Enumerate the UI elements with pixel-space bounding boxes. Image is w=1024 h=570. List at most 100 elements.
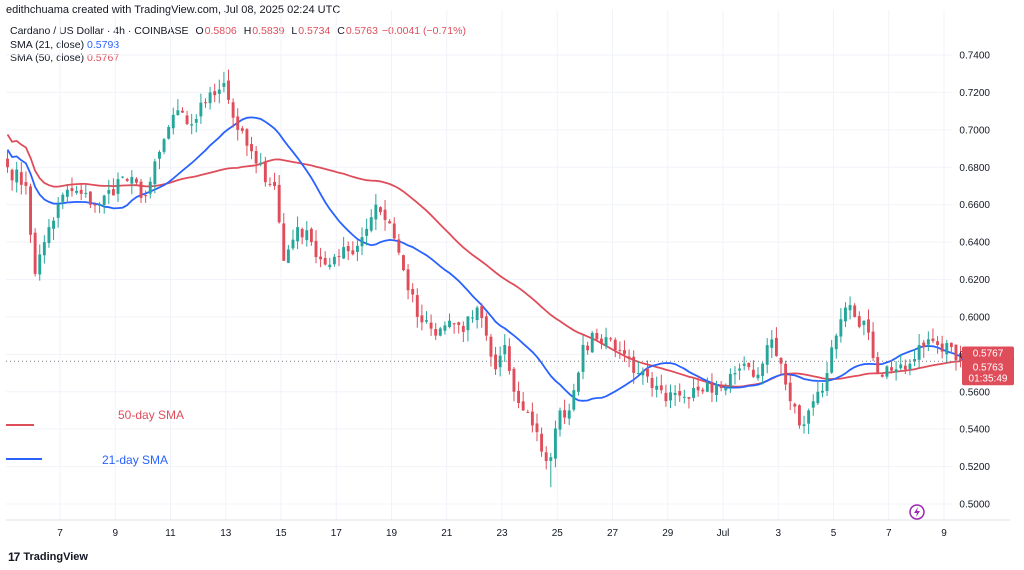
- candle-body: [38, 254, 42, 275]
- time-tick-label: 25: [552, 528, 564, 539]
- candle-body: [420, 315, 424, 323]
- countdown-text: 01:35:49: [969, 373, 1008, 384]
- candle-body: [415, 295, 419, 317]
- candle-body: [908, 363, 912, 369]
- candle-body: [880, 374, 884, 377]
- candle-body: [876, 357, 880, 373]
- candle-body: [52, 220, 56, 229]
- candle-body: [922, 342, 926, 348]
- candle-body: [949, 342, 953, 347]
- time-tick-label: 29: [662, 528, 674, 539]
- candle-body: [867, 319, 870, 333]
- candle-body: [208, 92, 212, 104]
- candle-body: [240, 128, 244, 131]
- candle-body: [696, 386, 700, 391]
- candle-body: [503, 344, 507, 355]
- candle-body: [931, 338, 935, 342]
- candle-body: [75, 190, 79, 193]
- candle-body: [779, 357, 783, 364]
- candle-body: [719, 384, 723, 389]
- time-tick-label: 7: [57, 528, 63, 539]
- annotations: 50-day SMA 21-day SMA: [6, 408, 925, 520]
- tradingview-footer[interactable]: 17 TradingView: [8, 550, 88, 564]
- time-tick-label: 23: [496, 528, 508, 539]
- candle-body: [277, 184, 281, 223]
- candle-body: [282, 223, 286, 261]
- time-tick-label: 19: [386, 528, 398, 539]
- symbol-label[interactable]: Cardano / US Dollar · 4h · COINBASE: [10, 25, 189, 37]
- candle-body: [125, 178, 129, 181]
- candle-body: [890, 367, 893, 371]
- sma50-polyline: [6, 134, 961, 388]
- candle-body: [144, 195, 148, 197]
- open-value: 0.5806: [204, 25, 237, 37]
- candle-body: [682, 396, 686, 398]
- candle-body: [954, 344, 958, 360]
- lightning-icon: [914, 507, 920, 517]
- candle-body: [770, 339, 774, 348]
- candle-body: [742, 363, 746, 366]
- time-tick-label: 13: [220, 528, 232, 539]
- candle-body: [388, 221, 392, 224]
- candle-body: [268, 183, 272, 185]
- candle-body: [945, 343, 949, 355]
- price-tick-label: 0.6600: [959, 200, 990, 211]
- candle-body: [130, 176, 134, 184]
- candle-body: [171, 114, 175, 129]
- legend-sma21-row[interactable]: SMA (21, close) 0.5793: [10, 39, 467, 53]
- price-tick-label: 0.6800: [959, 163, 990, 174]
- candle-body: [839, 319, 843, 337]
- candle-body: [383, 209, 387, 220]
- candle-body: [102, 195, 106, 206]
- time-tick-label: 9: [941, 528, 947, 539]
- candle-body: [397, 239, 401, 253]
- candle-body: [379, 207, 382, 213]
- candle-body: [751, 369, 755, 377]
- candle-body: [926, 339, 930, 345]
- candle-body: [530, 411, 534, 426]
- candle-body: [6, 158, 9, 168]
- candle-body: [710, 382, 714, 393]
- candle-body: [217, 89, 221, 94]
- candle-body: [553, 428, 557, 459]
- candle-body: [618, 349, 622, 351]
- candle-body: [88, 191, 92, 205]
- candle-body: [664, 392, 668, 402]
- sma21-label: SMA (21, close): [10, 38, 85, 51]
- last-price-text: 0.5763: [973, 362, 1004, 373]
- candle-body: [834, 335, 838, 350]
- candle-body: [894, 369, 898, 373]
- candle-body: [756, 374, 760, 379]
- candle-body: [47, 227, 51, 244]
- candle-body: [346, 246, 350, 252]
- candle-body: [811, 401, 815, 408]
- candle-body: [360, 237, 364, 247]
- candle-body: [507, 346, 511, 371]
- replay-icon[interactable]: [909, 504, 925, 520]
- chart-grid: [6, 10, 1010, 521]
- candle-body: [374, 204, 378, 220]
- sma50-price-text: 0.5767: [973, 349, 1004, 360]
- candle-body: [701, 389, 705, 392]
- high-label: H: [243, 25, 252, 37]
- candle-body: [761, 363, 765, 376]
- candle-body: [185, 115, 189, 125]
- candle-body: [484, 316, 488, 336]
- candle-body: [567, 410, 571, 419]
- candle-body: [563, 410, 567, 418]
- candle-body: [807, 410, 811, 424]
- candle-body: [715, 384, 719, 395]
- candle-body: [728, 373, 732, 387]
- candle-body: [816, 391, 820, 404]
- low-value: 0.5734: [298, 25, 331, 37]
- candle-body: [33, 232, 37, 274]
- candle-body: [438, 328, 442, 336]
- candle-body: [862, 320, 866, 325]
- candle-body: [600, 338, 603, 345]
- candle-body: [332, 256, 336, 265]
- candle-body: [29, 186, 32, 235]
- price-tick-label: 0.5200: [959, 462, 990, 473]
- candle-body: [116, 179, 120, 194]
